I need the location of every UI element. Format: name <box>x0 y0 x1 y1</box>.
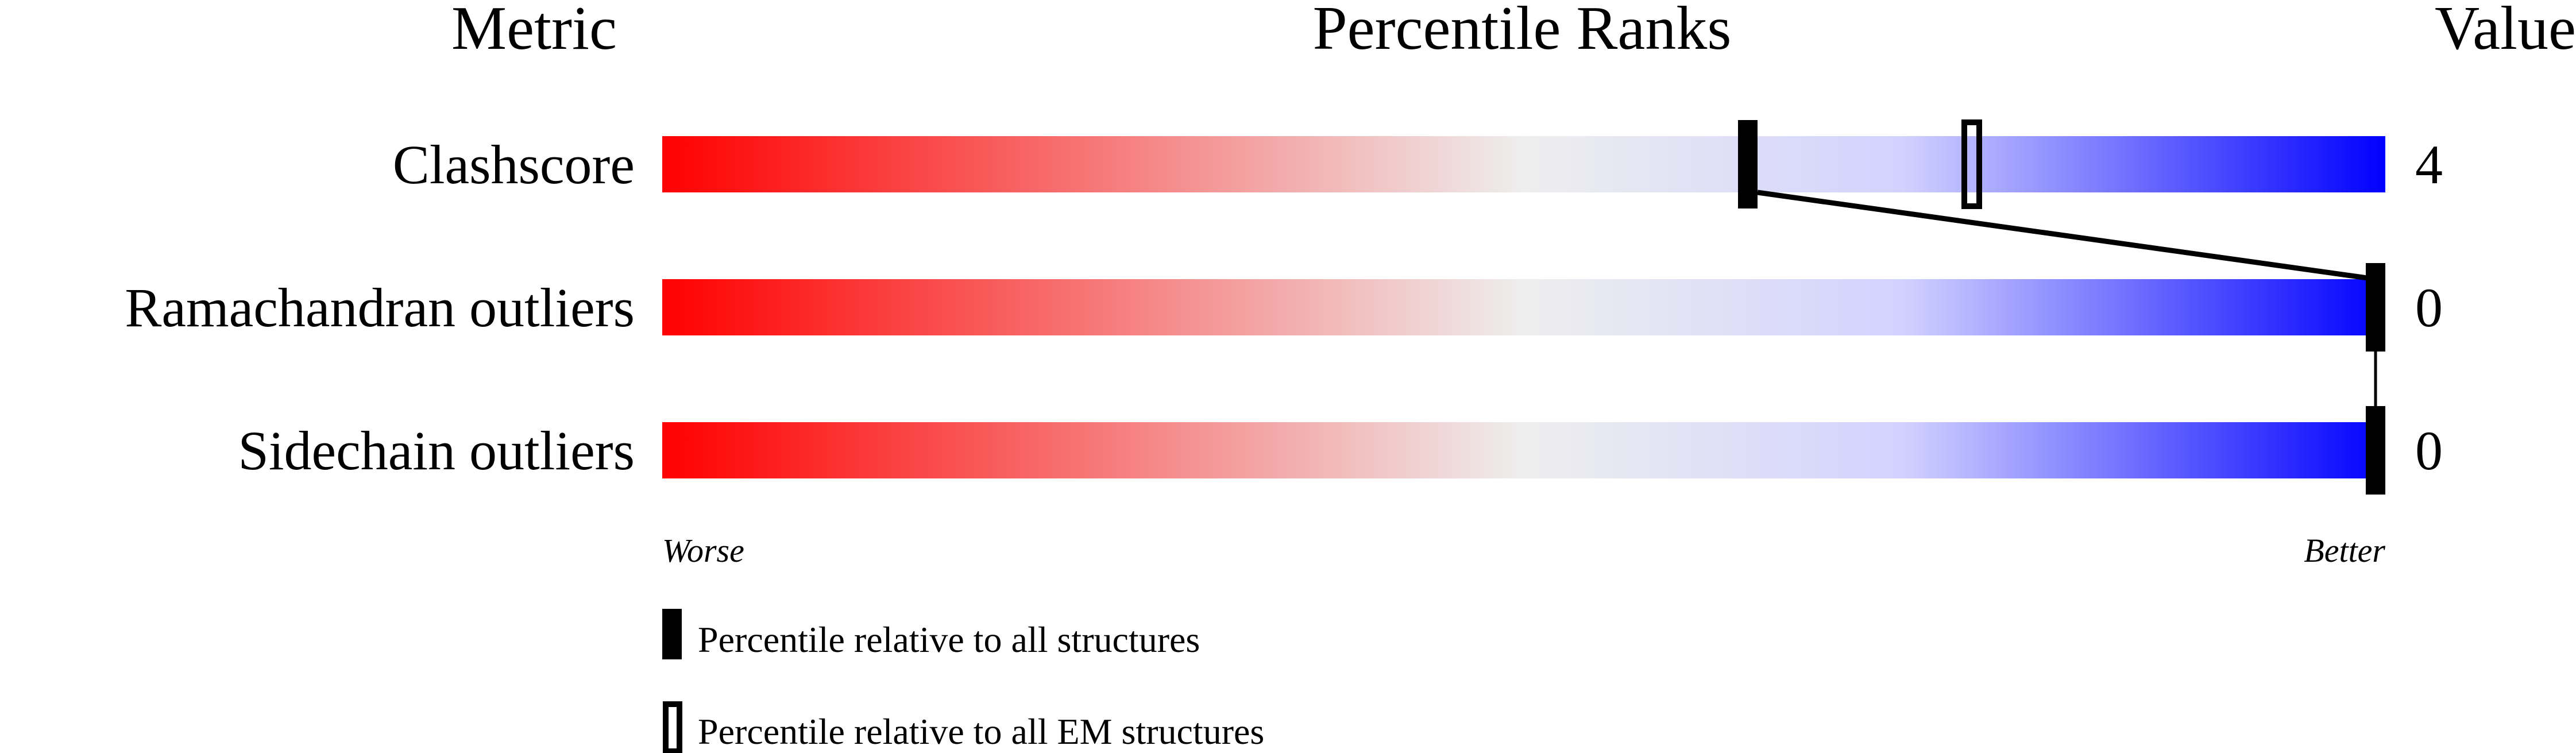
metric-value: 0 <box>2415 277 2443 338</box>
header-value: Value <box>2435 0 2576 63</box>
metric-label: Ramachandran outliers <box>125 277 635 338</box>
percentile-bar <box>662 422 2385 478</box>
percentile-bar <box>662 136 2385 192</box>
metric-value: 0 <box>2415 420 2443 481</box>
metric-value: 4 <box>2415 134 2443 195</box>
legend-em-label: Percentile relative to all EM structures <box>698 711 1264 752</box>
percentile-all-marker <box>1738 120 1758 208</box>
percentile-em-marker <box>1961 119 1982 209</box>
legend-all-label: Percentile relative to all structures <box>698 619 1200 660</box>
header-percentile: Percentile Ranks <box>1313 0 1732 63</box>
percentile-all-marker <box>2366 406 2385 495</box>
metric-label: Sidechain outliers <box>238 420 635 481</box>
header-metric: Metric <box>451 0 617 63</box>
percentile-all-marker <box>2366 263 2385 352</box>
percentile-bar <box>662 279 2385 335</box>
worse-label: Worse <box>662 532 744 569</box>
better-label: Better <box>2304 532 2385 569</box>
legend-all-marker <box>662 609 682 659</box>
connector-line <box>1757 190 2376 282</box>
metric-label: Clashscore <box>393 134 635 195</box>
legend-em-marker <box>663 701 682 753</box>
